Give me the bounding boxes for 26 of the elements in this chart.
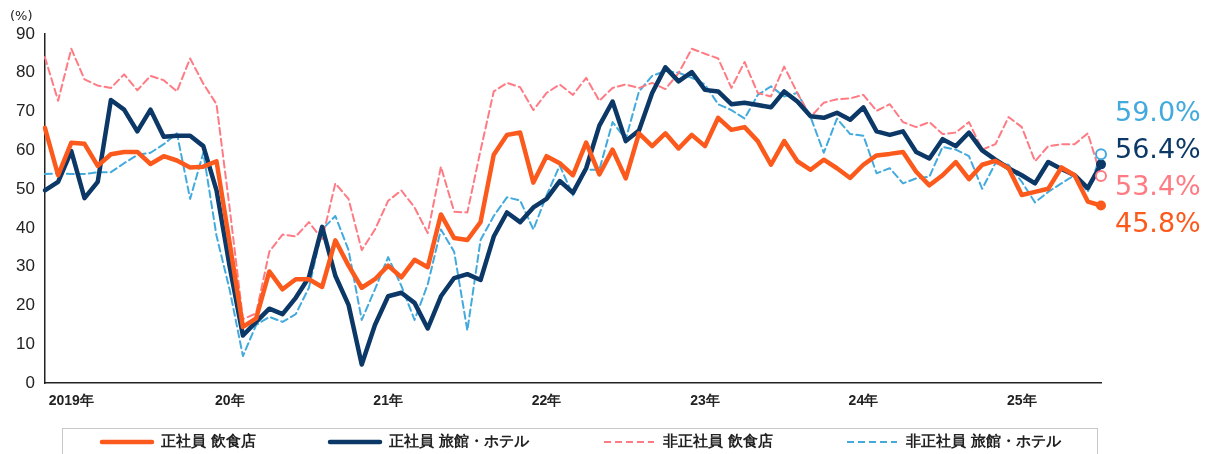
- y-tick-label: 70: [15, 101, 35, 121]
- legend-label: 非正社員 旅館・ホテル: [906, 432, 1062, 451]
- y-tick-label: 50: [15, 178, 35, 198]
- legend-label: 正社員 飲食店: [160, 432, 256, 451]
- y-tick-label: 60: [15, 140, 35, 160]
- x-tick-label: 22年: [531, 392, 562, 409]
- y-tick-label: 90: [15, 23, 35, 43]
- y-tick-label: 40: [15, 217, 35, 237]
- data-label: 56.4%: [1115, 132, 1201, 164]
- y-tick-label: 0: [25, 372, 35, 392]
- data-label: 59.0%: [1115, 95, 1201, 127]
- data-label: 45.8%: [1115, 206, 1201, 238]
- x-tick-label: 21年: [373, 392, 403, 409]
- x-tick-label: 25年: [1007, 392, 1037, 409]
- x-tick-label: 2019年: [48, 392, 94, 409]
- y-tick-label: 80: [15, 62, 35, 82]
- x-tick-label: 24年: [848, 392, 879, 409]
- data-label: 53.4%: [1115, 169, 1201, 201]
- y-tick-label: 20: [15, 295, 35, 315]
- y-axis-title: (%): [10, 8, 33, 23]
- y-tick-label: 10: [15, 334, 35, 354]
- y-tick-label: 30: [15, 256, 35, 276]
- x-tick-label: 20年: [214, 392, 245, 409]
- x-tick-label: 23年: [690, 392, 720, 409]
- legend-label: 非正社員 飲食店: [662, 432, 773, 451]
- legend-label: 正社員 旅館・ホテル: [389, 432, 530, 451]
